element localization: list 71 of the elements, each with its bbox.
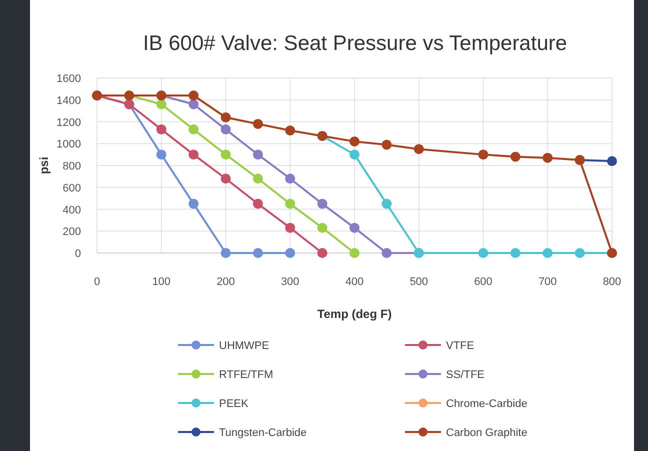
point bbox=[188, 99, 199, 110]
point bbox=[188, 124, 199, 134]
point bbox=[285, 126, 296, 136]
x-tick-label: 300 bbox=[280, 276, 300, 288]
legend-label: VTFE bbox=[446, 340, 474, 352]
point bbox=[188, 90, 199, 100]
point bbox=[285, 198, 296, 209]
y-tick-label: 400 bbox=[62, 204, 81, 216]
point bbox=[317, 198, 328, 209]
point bbox=[542, 248, 553, 258]
y-tick-label: 1400 bbox=[56, 94, 81, 107]
point bbox=[252, 150, 263, 160]
point bbox=[156, 150, 166, 160]
x-tick-label: 200 bbox=[216, 276, 235, 288]
y-axis-title: psi bbox=[37, 156, 51, 174]
legend-label: Tungsten-Carbide bbox=[219, 427, 307, 439]
point bbox=[414, 144, 424, 154]
point bbox=[252, 174, 263, 184]
point bbox=[252, 248, 263, 258]
point bbox=[220, 248, 231, 258]
point bbox=[188, 150, 199, 160]
legend-label: PEEK bbox=[219, 398, 250, 410]
point bbox=[350, 136, 360, 146]
point bbox=[317, 248, 328, 258]
point bbox=[188, 198, 199, 209]
y-tick-label: 0 bbox=[74, 248, 81, 260]
chart-title: IB 600# Valve: Seat Pressure vs Temperature bbox=[142, 32, 568, 55]
point bbox=[382, 140, 392, 150]
legend-label: UHMWPE bbox=[219, 340, 270, 352]
x-axis-title: Temp (deg F) bbox=[317, 307, 392, 321]
legend-label: RTFE/TFM bbox=[219, 369, 274, 381]
point bbox=[252, 118, 263, 129]
point bbox=[252, 198, 263, 209]
point bbox=[156, 124, 166, 134]
legend-label: SS/TFE bbox=[446, 369, 485, 381]
point bbox=[317, 222, 328, 233]
point bbox=[478, 248, 488, 258]
point bbox=[607, 156, 617, 166]
y-tick-label: 200 bbox=[62, 226, 81, 238]
x-tick-label: 500 bbox=[410, 276, 428, 288]
point bbox=[510, 248, 520, 258]
point bbox=[350, 248, 360, 258]
point bbox=[350, 150, 360, 160]
point bbox=[220, 112, 231, 122]
point bbox=[285, 222, 296, 233]
point bbox=[478, 150, 488, 160]
legend-label: Carbon Graphite bbox=[446, 427, 528, 439]
y-tick-label: 600 bbox=[62, 182, 81, 194]
point bbox=[220, 124, 231, 134]
point bbox=[542, 152, 553, 163]
x-tick-label: 100 bbox=[152, 276, 171, 288]
point bbox=[220, 174, 231, 184]
point bbox=[220, 150, 231, 160]
x-tick-label: 400 bbox=[345, 276, 364, 288]
x-tick-label: 700 bbox=[538, 276, 557, 288]
x-tick-label: 0 bbox=[94, 276, 100, 288]
point bbox=[285, 174, 296, 184]
point bbox=[382, 198, 392, 209]
point bbox=[350, 222, 360, 233]
legend-label: Chrome-Carbide bbox=[446, 398, 528, 410]
x-tick-label: 600 bbox=[474, 276, 492, 288]
point bbox=[156, 99, 166, 110]
point bbox=[382, 248, 392, 258]
point bbox=[285, 248, 296, 258]
y-tick-label: 1000 bbox=[56, 138, 81, 151]
y-tick-label: 1200 bbox=[56, 116, 81, 129]
x-tick-label: 800 bbox=[602, 276, 622, 288]
y-tick-label: 800 bbox=[62, 160, 81, 172]
point bbox=[574, 248, 585, 258]
point bbox=[510, 152, 520, 162]
y-tick-label: 1600 bbox=[56, 73, 81, 85]
